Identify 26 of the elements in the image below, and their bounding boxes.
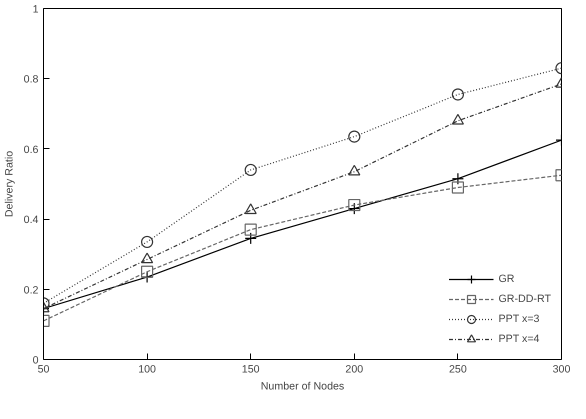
point	[244, 232, 257, 245]
y-tick-label: 0.8	[24, 74, 39, 86]
point	[348, 202, 360, 215]
point	[348, 164, 360, 176]
x-tick-label: 200	[345, 364, 364, 376]
point	[348, 198, 360, 212]
y-tick-label: 0.6	[24, 144, 39, 156]
legend-label: GR-DD-RT	[498, 293, 551, 305]
point	[244, 203, 257, 214]
x-tick-label: 150	[242, 364, 260, 376]
y-tick-label: 0	[32, 354, 39, 366]
y-tick-label: 0.2	[24, 284, 39, 296]
y-axis-title: Delivery Ratio	[4, 150, 16, 218]
y-tick-label: 0.4	[24, 214, 39, 226]
x-tick-label: 50	[38, 364, 50, 376]
point	[348, 130, 360, 143]
point	[244, 164, 257, 176]
point	[244, 224, 257, 236]
x-tick-label: 100	[138, 364, 156, 376]
legend-label: PPT x=4	[498, 333, 540, 345]
legend-label: GR	[498, 273, 516, 285]
x-axis-title: Number of Nodes	[260, 380, 344, 392]
x-tick-label: 250	[449, 364, 467, 376]
x-tick-label: 300	[552, 364, 570, 376]
legend-label: PPT x=3	[498, 313, 540, 325]
y-tick-label: 1	[32, 4, 39, 16]
